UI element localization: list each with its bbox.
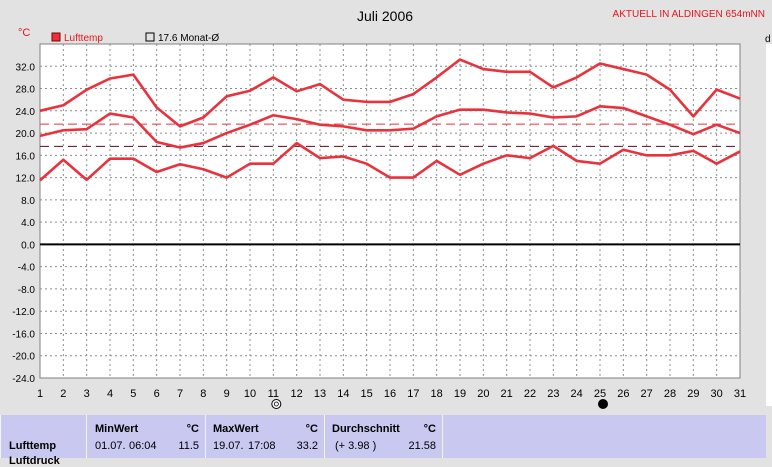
y-tick-label: 16.0 — [16, 151, 36, 162]
x-tick-label: 14 — [337, 388, 349, 400]
x-tick-label: 25 — [594, 388, 606, 400]
y-tick-label: 4.0 — [21, 218, 35, 229]
x-tick-label: 29 — [687, 388, 699, 400]
moon-full-icon — [271, 399, 282, 409]
series-line-max — [39, 58, 741, 128]
x-tick-label: 20 — [477, 388, 489, 400]
y-tick-label: 0.0 — [21, 240, 35, 251]
x-tick-label: 9 — [224, 388, 230, 400]
min-time: 06:04 — [129, 440, 157, 452]
x-tick-label: 12 — [291, 388, 303, 400]
station-label: AKTUELL IN ALDINGEN 654mNN — [613, 9, 765, 20]
stats-min-cell: MinWert °C 01.07. 06:04 11.5 — [86, 415, 205, 458]
x-tick-label: 17 — [407, 388, 419, 400]
max-time: 17:08 — [248, 440, 276, 452]
x-tick-label: 31 — [734, 388, 746, 400]
x-tick-label: 28 — [664, 388, 676, 400]
legend-swatch-monat — [145, 32, 155, 42]
max-header: MaxWert — [213, 423, 259, 435]
series-line-mean — [39, 105, 741, 149]
reference-lines — [40, 123, 740, 147]
moon-new-icon — [598, 399, 608, 409]
y-tick-label: 8.0 — [21, 196, 35, 207]
x-tick-label: 7 — [177, 388, 183, 400]
min-value: 11.5 — [178, 440, 199, 452]
x-tick-label: 5 — [130, 388, 136, 400]
x-tick-labels: 1 2 3 4 5 6 7 8 9 10 11 12 13 14 15 16 17 18 19 20 21 22 23 24 2… — [37, 388, 746, 400]
chart-title: Juli 2006 — [357, 8, 413, 24]
y-tick-label: 24.0 — [16, 107, 36, 118]
series-line-min — [39, 141, 741, 182]
y-tick-label: -8.0 — [18, 285, 36, 296]
stats-max-cell: MaxWert °C 19.07. 17:08 33.2 — [205, 415, 324, 458]
stats-avg-cell: Durchschnitt °C (+ 3.98 ) 21.58 — [324, 415, 442, 458]
x-tick-label: 6 — [154, 388, 160, 400]
x-tick-label: 27 — [641, 388, 653, 400]
y-tick-label: 28.0 — [16, 85, 36, 96]
x-tick-label: 15 — [361, 388, 373, 400]
min-date: 01.07. — [95, 440, 126, 452]
x-tick-label: 8 — [200, 388, 206, 400]
x-tick-label: 11 — [268, 388, 279, 400]
x-tick-label: 1 — [37, 388, 43, 400]
x-tick-label: 10 — [244, 388, 256, 400]
y-tick-label: -12.0 — [12, 307, 35, 318]
y-tick-label: 32.0 — [16, 62, 36, 73]
y-tick-label: -4.0 — [18, 263, 36, 274]
y-tick-label: -20.0 — [12, 352, 35, 363]
avg-header: Durchschnitt — [332, 423, 400, 435]
avg-value: 21.58 — [408, 440, 436, 452]
x-tick-label: 24 — [571, 388, 583, 400]
stats-panel: Lufttemp Luftdruck MinWert °C 01.07. 06:… — [0, 413, 772, 467]
moon-full-inner — [273, 401, 279, 407]
x-tick-label: 21 — [501, 388, 513, 400]
y-tick-label: 20.0 — [16, 129, 36, 140]
x-tick-label: 3 — [84, 388, 90, 400]
x-tick-label: 26 — [617, 388, 629, 400]
right-axis-label: d — [765, 34, 771, 45]
stats-empty-cell — [442, 415, 766, 458]
max-value: 33.2 — [296, 440, 318, 452]
x-tick-label: 23 — [547, 388, 559, 400]
x-tick-label: 2 — [60, 388, 66, 400]
x-tick-label: 16 — [384, 388, 396, 400]
avg-diff: (+ 3.98 ) — [335, 440, 377, 452]
y-tick-labels: 32.0 28.0 24.0 20.0 16.0 12.0 8.0 4.0 0.0 -4.0 -8.… — [12, 62, 35, 385]
right-panel — [766, 44, 772, 406]
temperature-chart: Juli 2006 AKTUELL IN ALDINGEN 654mNN °C … — [12, 8, 772, 409]
x-tick-label: 22 — [524, 388, 536, 400]
min-header: MinWert — [95, 423, 139, 435]
stats-row-label-cell: Lufttemp Luftdruck — [0, 415, 86, 467]
x-tick-label: 18 — [431, 388, 443, 400]
legend-label-monat: 17.6 Monat-Ø — [158, 33, 219, 44]
moon-markers — [271, 399, 608, 409]
max-unit: °C — [305, 423, 318, 435]
avg-unit: °C — [423, 423, 436, 435]
y-tick-label: 12.0 — [16, 174, 36, 185]
max-date: 19.07. — [213, 440, 244, 452]
y-tick-label: -24.0 — [12, 374, 35, 385]
x-tick-label: 19 — [454, 388, 466, 400]
x-tick-label: 30 — [711, 388, 723, 400]
min-unit: °C — [186, 423, 199, 435]
y-tick-label: -16.0 — [12, 329, 35, 340]
legend-swatch-lufttemp — [51, 32, 61, 42]
y-axis-unit: °C — [18, 27, 30, 39]
stats-row-label: Lufttemp — [9, 440, 57, 452]
x-tick-label: 4 — [107, 388, 113, 400]
legend-label-lufttemp: Lufttemp — [64, 33, 103, 44]
series-group — [39, 58, 741, 182]
x-tick-label: 13 — [314, 388, 326, 400]
stats-row-label-2: Luftdruck — [9, 455, 60, 467]
